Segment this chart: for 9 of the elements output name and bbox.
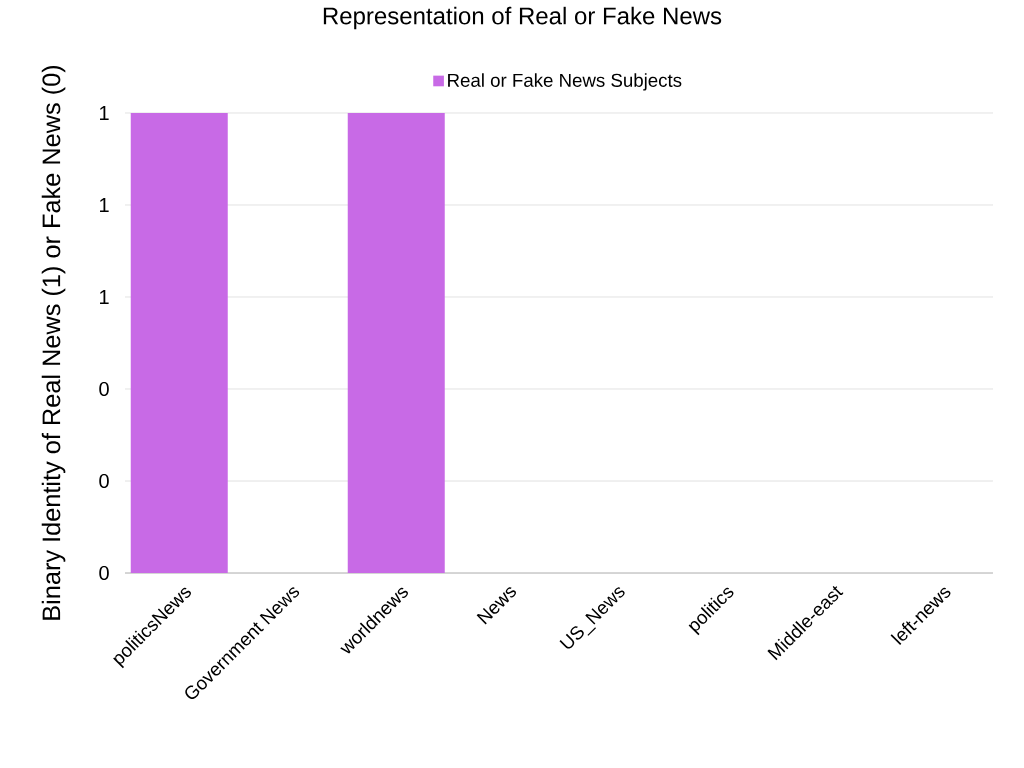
- y-tick-label: 0: [99, 565, 109, 581]
- chart-title: Representation of Real or Fake News: [323, 6, 722, 30]
- y-axis-title: Binary Identity of Real News (1) or Fake News (0): [41, 65, 66, 620]
- y-tick-label: 0: [99, 473, 109, 489]
- y-tick-label: 1: [100, 198, 109, 212]
- y-tick-label: 1: [100, 106, 109, 120]
- y-tick-label: 0: [99, 381, 109, 397]
- y-tick-label: 1: [100, 290, 109, 304]
- legend-label: Real or Fake News Subjects: [448, 73, 682, 91]
